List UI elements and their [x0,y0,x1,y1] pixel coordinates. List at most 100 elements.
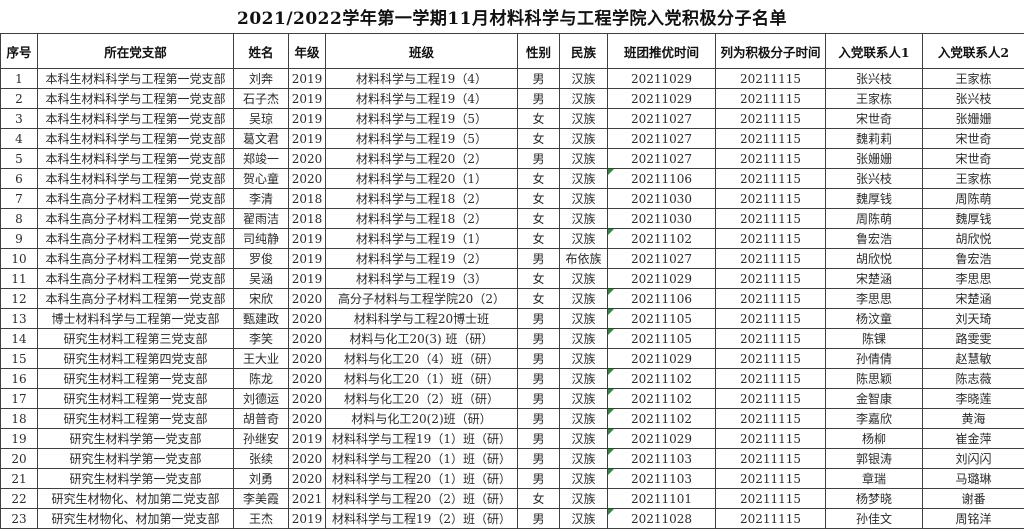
cell-listed-date[interactable]: 20211115 [715,448,826,469]
cell-name[interactable]: 刘勇 [233,468,289,489]
cell-gender[interactable]: 男 [517,468,560,489]
cell-branch[interactable]: 研究生材物化、材加第一党支部 [37,508,234,529]
cell-grade[interactable]: 2019 [288,248,326,269]
cell-gender[interactable]: 女 [517,488,560,509]
cell-name[interactable]: 刘德运 [233,388,289,409]
cell-league-date[interactable]: 20211027 [607,248,716,269]
cell-name[interactable]: 贺心童 [233,168,289,189]
cell-contact1[interactable]: 李嘉欣 [825,408,923,429]
cell-league-date[interactable]: 20211028 [607,508,716,529]
cell-contact2[interactable]: 谢番 [922,488,1024,509]
cell-listed-date[interactable]: 20211115 [715,268,826,289]
cell-contact1[interactable]: 张兴枝 [825,168,923,189]
cell-branch[interactable]: 本科生材料科学与工程第一党支部 [37,88,234,109]
cell-name[interactable]: 吴琼 [233,108,289,129]
cell-index[interactable]: 22 [0,488,38,509]
cell-class[interactable]: 材料与化工20(2)班（研） [325,408,518,429]
cell-index[interactable]: 19 [0,428,38,449]
cell-listed-date[interactable]: 20211115 [715,188,826,209]
cell-grade[interactable]: 2021 [288,488,326,509]
cell-gender[interactable]: 女 [517,188,560,209]
cell-gender[interactable]: 男 [517,148,560,169]
cell-league-date[interactable]: 20211102 [607,368,716,389]
cell-index[interactable]: 16 [0,368,38,389]
cell-gender[interactable]: 女 [517,208,560,229]
cell-league-date[interactable]: 20211029 [607,68,716,89]
cell-contact2[interactable]: 马璐琳 [922,468,1024,489]
cell-ethnicity[interactable]: 汉族 [559,348,608,369]
cell-listed-date[interactable]: 20211115 [715,168,826,189]
cell-name[interactable]: 李清 [233,188,289,209]
cell-index[interactable]: 23 [0,508,38,529]
cell-grade[interactable]: 2020 [288,328,326,349]
cell-listed-date[interactable]: 20211115 [715,428,826,449]
cell-class[interactable]: 材料科学与工程19（4） [325,68,518,89]
cell-league-date[interactable]: 20211106 [607,168,716,189]
cell-listed-date[interactable]: 20211115 [715,388,826,409]
cell-name[interactable]: 葛文君 [233,128,289,149]
cell-listed-date[interactable]: 20211115 [715,308,826,329]
cell-class[interactable]: 材料科学与工程20博士班 [325,308,518,329]
cell-gender[interactable]: 男 [517,508,560,529]
cell-league-date[interactable]: 20211101 [607,488,716,509]
cell-class[interactable]: 材料科学与工程20（2）班（研） [325,488,518,509]
cell-name[interactable]: 甄建政 [233,308,289,329]
cell-name[interactable]: 刘奔 [233,68,289,89]
cell-contact1[interactable]: 杨汶童 [825,308,923,329]
cell-league-date[interactable]: 20211106 [607,288,716,309]
cell-ethnicity[interactable]: 汉族 [559,88,608,109]
cell-branch[interactable]: 研究生材料工程第一党支部 [37,388,234,409]
cell-class[interactable]: 材料科学与工程19（5） [325,108,518,129]
cell-class[interactable]: 材料科学与工程19（1） [325,228,518,249]
cell-contact2[interactable]: 张兴枝 [922,88,1024,109]
cell-contact2[interactable]: 李思思 [922,268,1024,289]
cell-grade[interactable]: 2020 [288,348,326,369]
cell-ethnicity[interactable]: 汉族 [559,428,608,449]
cell-ethnicity[interactable]: 汉族 [559,308,608,329]
cell-league-date[interactable]: 20211029 [607,428,716,449]
cell-name[interactable]: 翟雨洁 [233,208,289,229]
cell-branch[interactable]: 博士材料科学与工程第一党支部 [37,308,234,329]
cell-ethnicity[interactable]: 汉族 [559,508,608,529]
cell-contact1[interactable]: 章瑞 [825,468,923,489]
cell-class[interactable]: 材料科学与工程19（2） [325,248,518,269]
cell-contact2[interactable]: 路雯雯 [922,328,1024,349]
cell-index[interactable]: 8 [0,208,38,229]
col-header-listed-date[interactable]: 列为积极分子时间 [715,33,826,69]
cell-name[interactable]: 司纯静 [233,228,289,249]
cell-branch[interactable]: 本科生高分子材料工程第一党支部 [37,288,234,309]
cell-listed-date[interactable]: 20211115 [715,508,826,529]
cell-name[interactable]: 宋欣 [233,288,289,309]
cell-index[interactable]: 13 [0,308,38,329]
cell-gender[interactable]: 男 [517,348,560,369]
cell-branch[interactable]: 本科生材料科学与工程第一党支部 [37,128,234,149]
cell-listed-date[interactable]: 20211115 [715,148,826,169]
cell-branch[interactable]: 研究生材料学第一党支部 [37,468,234,489]
cell-ethnicity[interactable]: 汉族 [559,328,608,349]
cell-class[interactable]: 材料科学与工程20（2） [325,148,518,169]
cell-name[interactable]: 吴涵 [233,268,289,289]
cell-listed-date[interactable]: 20211115 [715,288,826,309]
cell-contact2[interactable]: 王家栋 [922,68,1024,89]
cell-contact1[interactable]: 鲁宏浩 [825,228,923,249]
cell-ethnicity[interactable]: 汉族 [559,188,608,209]
cell-contact2[interactable]: 周铭洋 [922,508,1024,529]
cell-ethnicity[interactable]: 汉族 [559,288,608,309]
cell-branch[interactable]: 本科生材料科学与工程第一党支部 [37,68,234,89]
cell-grade[interactable]: 2019 [288,228,326,249]
cell-contact1[interactable]: 陈思颖 [825,368,923,389]
cell-ethnicity[interactable]: 汉族 [559,388,608,409]
cell-index[interactable]: 4 [0,128,38,149]
cell-branch[interactable]: 研究生材料工程第一党支部 [37,368,234,389]
cell-index[interactable]: 20 [0,448,38,469]
cell-grade[interactable]: 2019 [288,428,326,449]
cell-contact1[interactable]: 孙佳文 [825,508,923,529]
cell-contact1[interactable]: 郭银涛 [825,448,923,469]
cell-league-date[interactable]: 20211029 [607,348,716,369]
cell-branch[interactable]: 本科生高分子材料工程第一党支部 [37,208,234,229]
cell-contact1[interactable]: 王家栋 [825,88,923,109]
cell-grade[interactable]: 2019 [288,68,326,89]
cell-league-date[interactable]: 20211105 [607,308,716,329]
cell-league-date[interactable]: 20211027 [607,108,716,129]
cell-index[interactable]: 11 [0,268,38,289]
